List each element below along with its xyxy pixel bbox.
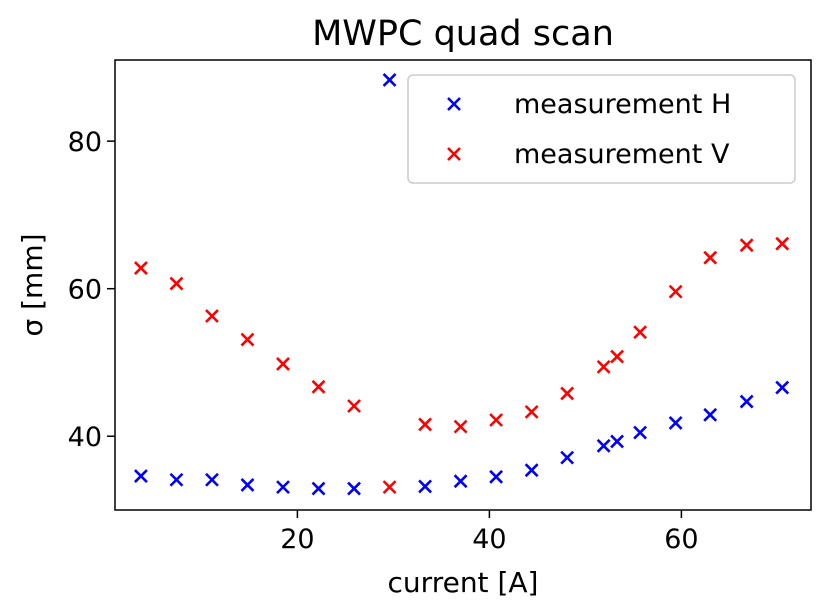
point-v xyxy=(596,359,611,374)
point-h xyxy=(311,481,326,496)
point-h xyxy=(453,474,468,489)
data-points xyxy=(134,72,790,496)
point-v xyxy=(775,236,790,251)
point-h xyxy=(524,463,539,478)
legend: measurement H measurement V xyxy=(407,74,796,184)
x-axis-label: current [A] xyxy=(388,566,539,599)
point-h xyxy=(382,72,397,87)
point-v xyxy=(610,349,624,364)
point-v xyxy=(453,419,468,434)
point-h xyxy=(560,450,575,465)
point-v xyxy=(240,332,255,347)
x-tick-label: 40 xyxy=(472,524,506,555)
chart-title: MWPC quad scan xyxy=(312,14,614,54)
point-v xyxy=(703,250,718,265)
y-tick-label: 60 xyxy=(68,275,102,306)
point-v xyxy=(418,417,432,432)
point-h xyxy=(596,438,611,453)
point-v xyxy=(311,379,326,394)
point-v xyxy=(524,404,539,419)
legend-marker-h xyxy=(447,97,461,111)
point-v xyxy=(169,276,184,291)
point-h xyxy=(775,380,790,395)
legend-label-h: measurement H xyxy=(514,89,731,120)
legend-marker-icon xyxy=(447,147,461,161)
point-h xyxy=(134,469,148,483)
point-v xyxy=(382,480,397,495)
point-v xyxy=(205,309,219,323)
point-h xyxy=(739,394,754,409)
point-h xyxy=(418,479,432,494)
point-v xyxy=(276,357,290,371)
point-h xyxy=(489,469,504,484)
y-tick-label: 80 xyxy=(68,127,102,158)
point-v xyxy=(347,399,361,413)
y-axis-ticks: 40 60 80 xyxy=(68,127,115,453)
point-h xyxy=(347,481,361,496)
point-h xyxy=(703,407,718,422)
point-v xyxy=(739,238,754,253)
point-v xyxy=(633,325,648,340)
point-h xyxy=(633,425,648,440)
point-v xyxy=(134,261,148,275)
point-v xyxy=(489,413,504,427)
point-h xyxy=(205,472,219,487)
point-h xyxy=(169,472,184,487)
point-h xyxy=(240,477,255,492)
x-axis-ticks: 20 40 60 xyxy=(280,510,699,555)
point-h xyxy=(276,480,290,495)
legend-marker-icon xyxy=(447,97,461,111)
point-v xyxy=(668,284,683,299)
y-axis-label: σ [mm] xyxy=(16,233,49,336)
legend-box xyxy=(407,74,796,184)
y-tick-label: 40 xyxy=(68,422,102,453)
point-h xyxy=(668,416,683,430)
x-tick-label: 20 xyxy=(280,524,314,555)
x-tick-label: 60 xyxy=(664,524,698,555)
legend-marker-v xyxy=(447,147,461,161)
point-h xyxy=(610,434,624,449)
point-v xyxy=(560,386,575,401)
legend-label-v: measurement V xyxy=(514,139,730,170)
